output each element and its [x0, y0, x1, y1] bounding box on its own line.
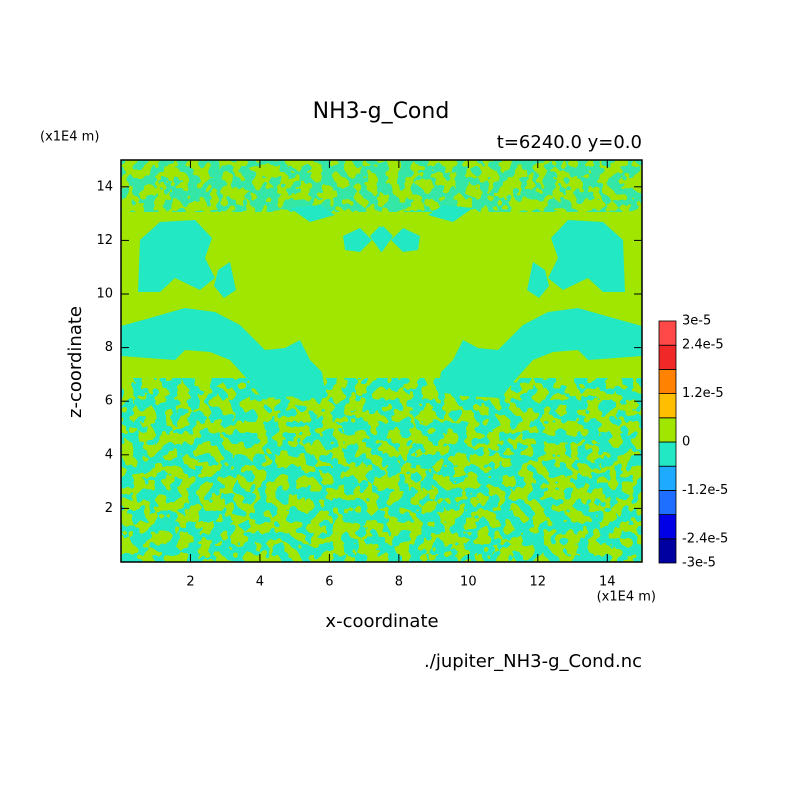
chart-title: NH3-g_Cond: [313, 99, 450, 124]
colorbar-label: 3e-5: [682, 314, 711, 329]
colorbar-band: [658, 441, 677, 467]
colorbar-label: 2.4e-5: [682, 338, 724, 353]
colorbar-band: [658, 417, 677, 443]
x-tick-label: 6: [325, 575, 333, 590]
x-axis-label: x-coordinate: [325, 611, 438, 632]
colorbar-label: -1.2e-5: [682, 483, 728, 498]
y-axis-label: z-coordinate: [65, 306, 86, 418]
x-unit: (x1E4 m): [597, 590, 656, 605]
y-tick-label: 10: [96, 287, 113, 302]
x-tick-label: 14: [599, 575, 616, 590]
colorbar-band: [658, 514, 677, 540]
colorbar-label: -2.4e-5: [682, 531, 728, 546]
x-tick-label: 8: [395, 575, 403, 590]
source-label: ./jupiter_NH3-g_Cond.nc: [424, 651, 642, 672]
y-unit: (x1E4 m): [40, 130, 99, 145]
colorbar-band: [658, 344, 677, 370]
chart-subtitle: t=6240.0 y=0.0: [497, 132, 642, 153]
plot-frame: [120, 159, 643, 563]
field-speckle-top: [121, 160, 642, 212]
x-tick-label: 10: [460, 575, 477, 590]
y-tick-label: 8: [105, 340, 113, 355]
colorbar-band: [658, 465, 677, 491]
colorbar-band: [658, 368, 677, 394]
y-tick-label: 14: [96, 179, 113, 194]
y-tick-label: 6: [105, 394, 113, 409]
y-tick-label: 4: [105, 447, 113, 462]
colorbar-band: [658, 489, 677, 515]
colorbar-band: [658, 538, 677, 564]
x-tick-label: 12: [530, 575, 547, 590]
colorbar-band: [658, 393, 677, 419]
y-tick-label: 2: [105, 501, 113, 516]
x-tick-label: 4: [256, 575, 264, 590]
colorbar-band: [658, 320, 677, 346]
colorbar-label: 1.2e-5: [682, 386, 724, 401]
colorbar-label: 0: [682, 435, 690, 450]
field-regions: [121, 205, 642, 562]
y-tick-label: 12: [96, 233, 113, 248]
contour-field: [121, 160, 642, 562]
colorbar-label: -3e-5: [682, 556, 716, 571]
x-tick-label: 2: [186, 575, 194, 590]
